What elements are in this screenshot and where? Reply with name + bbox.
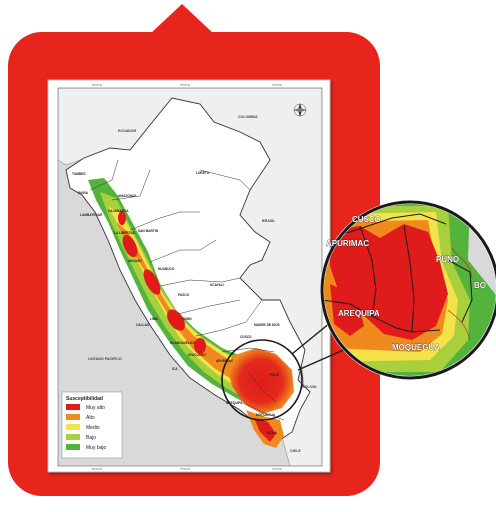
coord-top-1: 80°0'0"W <box>92 84 103 87</box>
zoom-label-bolivia: BO <box>474 281 486 290</box>
label-tumbes: TUMBES <box>72 172 85 176</box>
label-lima: LIMA <box>150 317 158 321</box>
coordinate-labels: 80°0'0"W 75°0'0"W 70°0'0"W 80°0'0"W 75°0… <box>92 84 283 471</box>
label-chile: CHILE <box>290 449 301 453</box>
label-ucayali: UCAYALI <box>210 283 224 287</box>
label-lambayeque: LAMBAYEQUE <box>80 213 102 217</box>
department-borders <box>89 159 285 421</box>
label-ancash: ANCASH <box>128 259 142 263</box>
coord-bottom-1: 80°0'0"W <box>92 468 103 471</box>
legend-label-medium: Medio <box>86 425 100 431</box>
legend-label-very-high: Muy alto <box>86 405 105 411</box>
zoom-label-cusco: CUSCO <box>352 215 381 224</box>
label-loreto: LORETO <box>196 171 210 175</box>
label-cajamarca: CAJAMARCA <box>108 209 129 213</box>
label-amazonas: AMAZONAS <box>118 194 136 198</box>
label-ayacucho: AYACUCHO <box>188 353 206 357</box>
map-area <box>58 88 322 466</box>
label-colombia: COLOMBIA <box>238 115 258 119</box>
label-ecuador: ECUADOR <box>118 129 137 133</box>
zoom-label-apurimac: APURIMAC <box>326 239 369 248</box>
label-huancavelica: HUANCAVELICA <box>170 341 196 345</box>
southern-hotspot <box>228 348 294 414</box>
label-ocean: OCEANO PACIFICO <box>88 357 122 361</box>
label-huanuco: HUANUCO <box>158 267 175 271</box>
label-pasco: PASCO <box>178 293 190 297</box>
label-brasil: BRASIL <box>262 219 276 223</box>
zoom-label-arequipa: AREQUIPA <box>338 309 380 318</box>
label-piura: PIURA <box>78 191 89 195</box>
label-ica: ICA <box>172 367 178 371</box>
zoom-label-moquegua: MOQUEGUA <box>392 343 440 352</box>
band-very-high <box>118 211 206 354</box>
label-madre-de-dios: MADRE DE DIOS <box>254 323 280 327</box>
zoom-inset: CUSCO APURIMAC PUNO AREQUIPA MOQUEGUA BO <box>320 200 496 380</box>
label-junin: JUNIN <box>182 317 192 321</box>
coord-bottom-3: 70°0'0"W <box>272 468 283 471</box>
legend-swatch-very-high <box>66 404 80 410</box>
legend-label-very-low: Muy bajo <box>86 445 107 451</box>
legend-title: Susceptibilidad <box>66 396 103 402</box>
band-tacna-high <box>254 418 276 442</box>
callout-line-2 <box>297 347 349 371</box>
legend-label-high: Alto <box>86 415 95 421</box>
legend-swatch-very-low <box>66 444 80 450</box>
label-cusco: CUSCO <box>240 335 252 339</box>
zoom-label-puno: PUNO <box>436 255 459 264</box>
legend-label-low: Bajo <box>86 435 96 441</box>
legend-swatch-high <box>66 414 80 420</box>
legend-swatch-medium <box>66 424 80 430</box>
zoom-border <box>320 200 496 380</box>
legend-swatch-low <box>66 434 80 440</box>
callout-source-circle <box>221 339 303 421</box>
label-bolivia: BOLIVIA <box>302 385 317 389</box>
label-apurimac: APURIMAC <box>216 359 234 363</box>
label-arequipa: AREQUIPA <box>226 401 243 405</box>
label-tacna: TACNA <box>266 431 278 435</box>
label-la-libertad: LA LIBERTAD <box>114 231 136 235</box>
label-san-martin: SAN MARTIN <box>138 229 159 233</box>
legend: Susceptibilidad Muy alto Alto Medio Bajo… <box>61 391 123 459</box>
coord-bottom-2: 75°0'0"W <box>180 468 191 471</box>
north-arrow-icon <box>293 103 307 117</box>
label-callao: CALLAO <box>136 323 150 327</box>
label-puno: PUNO <box>270 373 280 377</box>
label-moquegua: MOQUEGUA <box>256 413 276 417</box>
coord-top-2: 75°0'0"W <box>180 84 191 87</box>
coord-top-3: 70°0'0"W <box>272 84 283 87</box>
